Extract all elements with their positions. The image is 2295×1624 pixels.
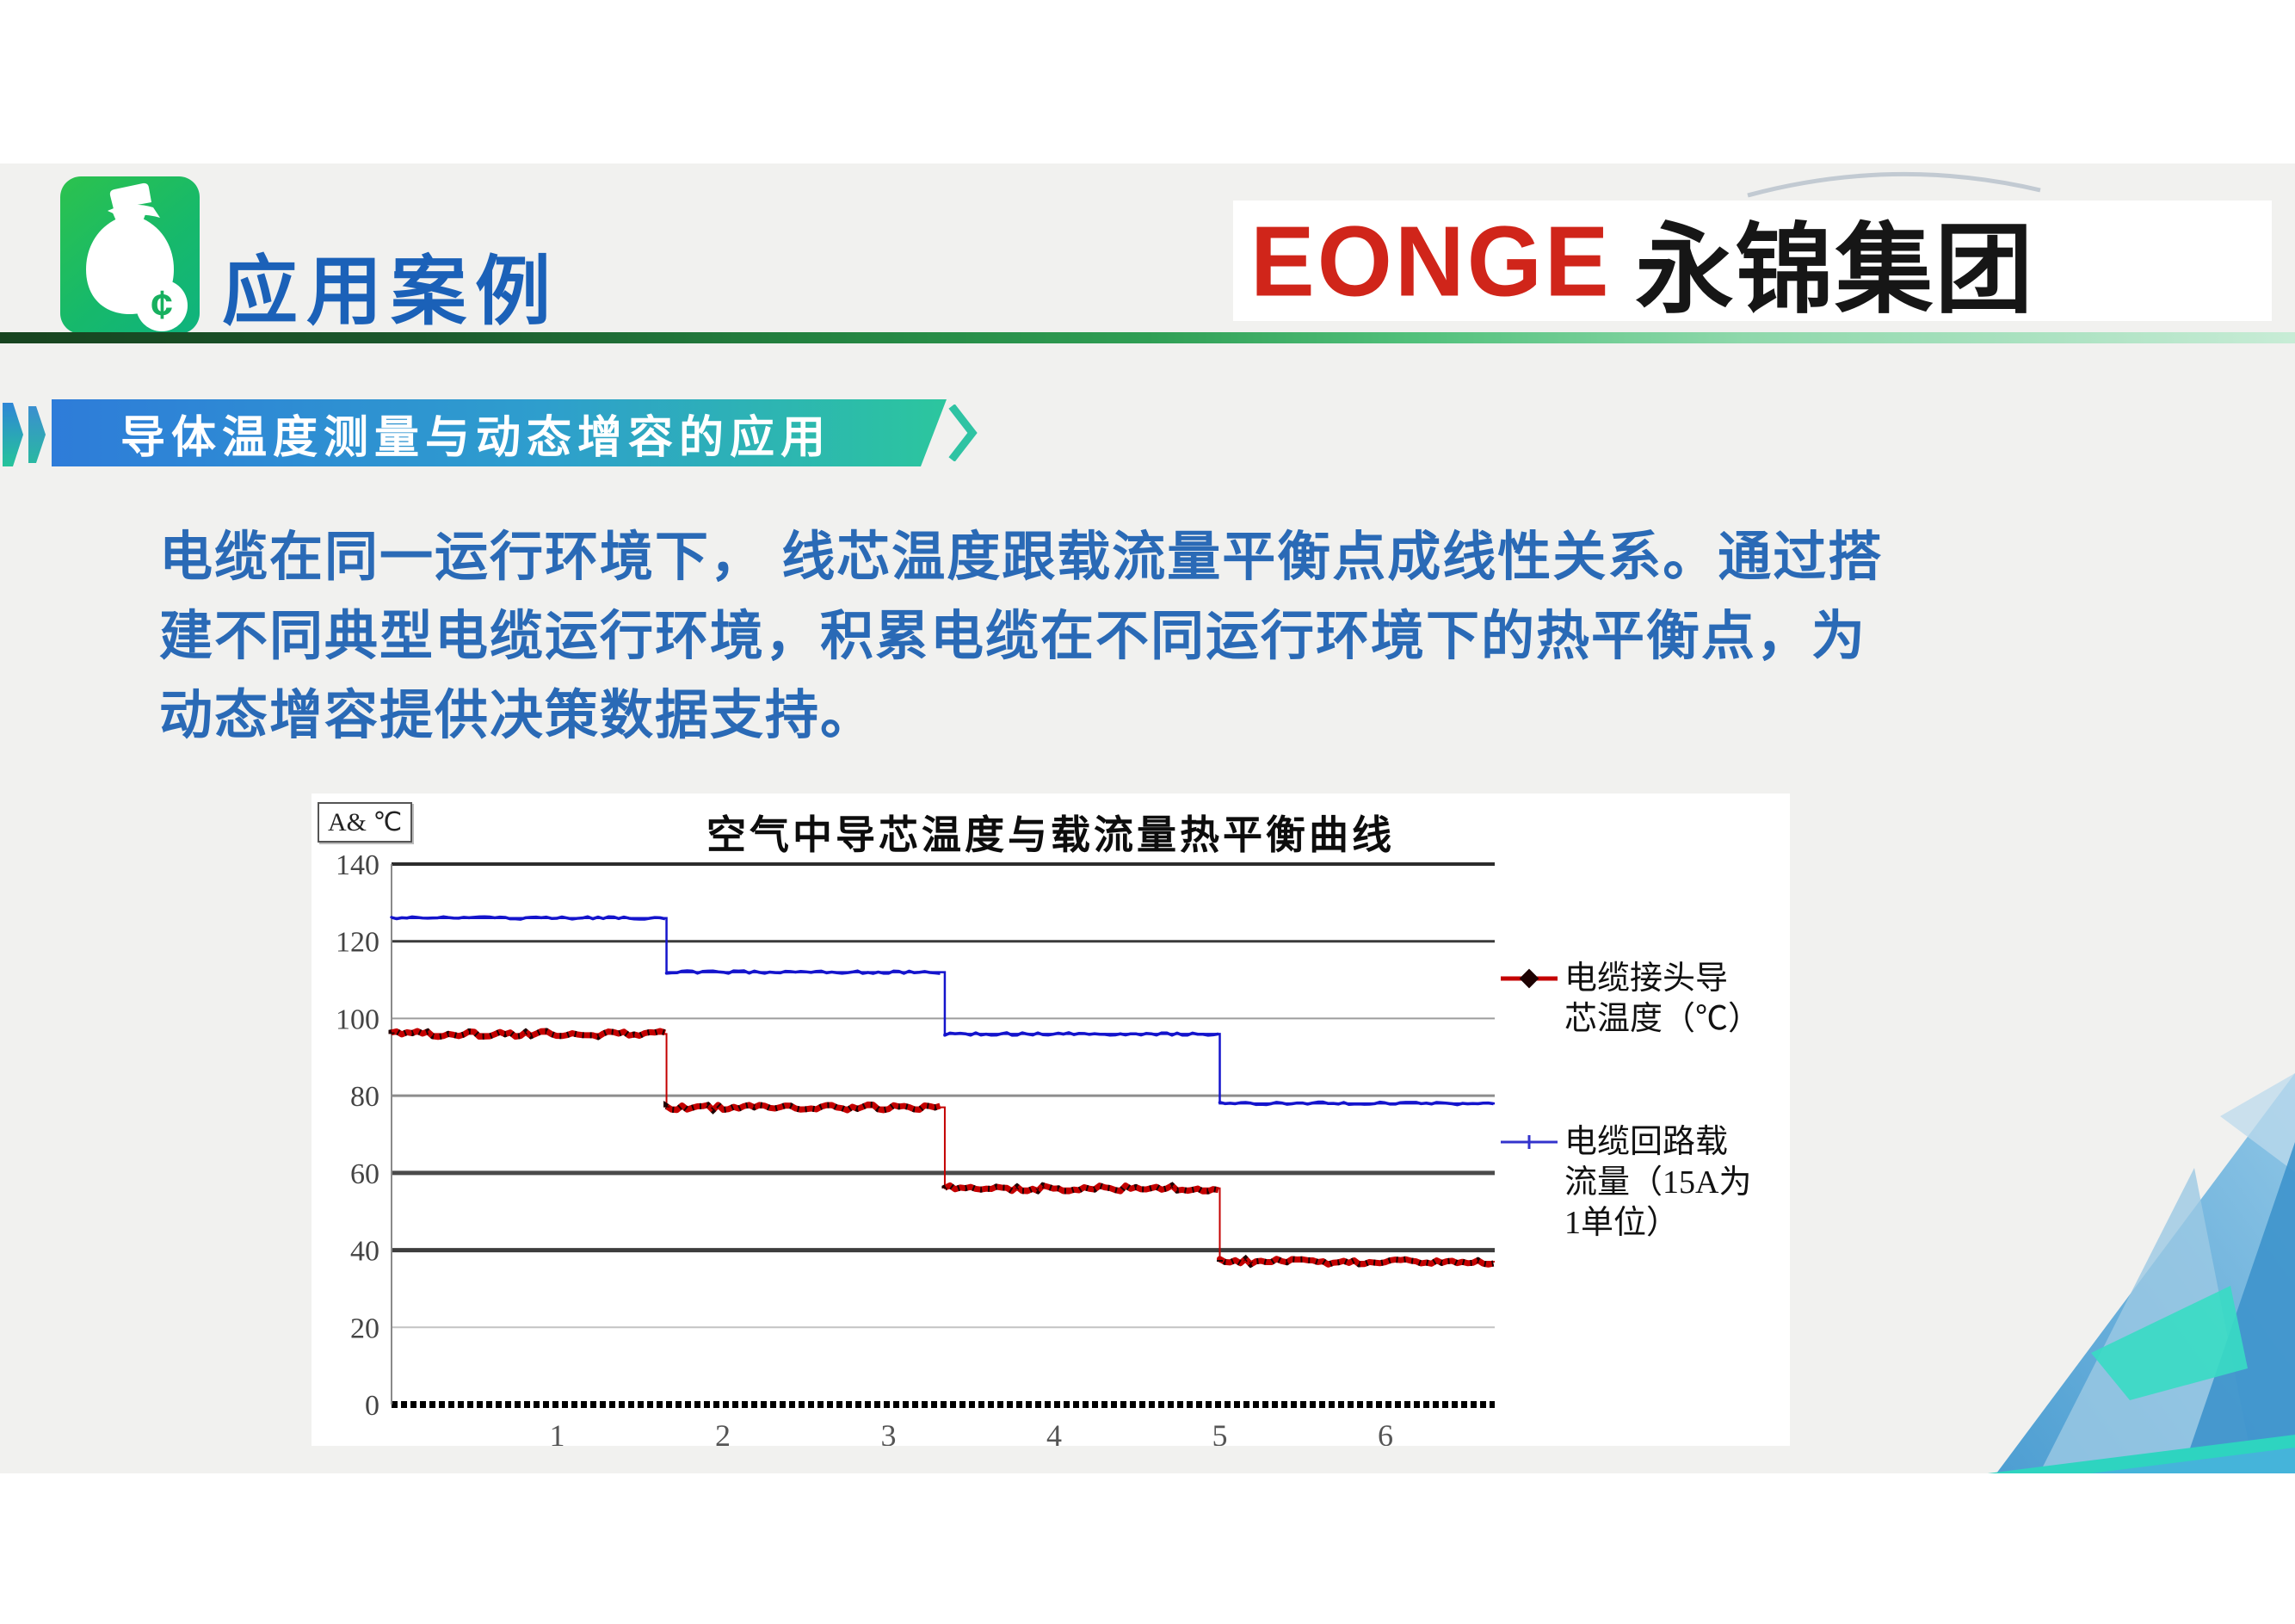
section-banner: 导体温度测量与动态增容的应用 [52,399,947,466]
legend-marker-blue-line-icon [1501,1135,1558,1149]
svg-text:60: 60 [350,1158,379,1190]
banner-trailing-chevron-icon [948,404,978,461]
svg-text:2: 2 [715,1418,731,1446]
paragraph-line: 动态增容提供决策数据支持。 [159,686,876,745]
legend-marker-red-diamond-icon [1501,968,1558,989]
svg-text:5: 5 [1212,1418,1228,1446]
chart-unit-box: A& ℃ [318,802,413,843]
svg-text:3: 3 [881,1418,897,1446]
svg-text:6: 6 [1378,1418,1393,1446]
svg-text:120: 120 [336,927,379,959]
logo-wordmark-latin: EONGE [1250,205,1612,317]
svg-text:¢: ¢ [151,282,173,327]
logo-wordmark-cjk: 永锦集团 [1636,171,2041,332]
legend-label-line: 电缆回路载 [1564,1124,1729,1160]
svg-text:20: 20 [350,1312,379,1344]
money-bag-icon: ¢ [60,176,200,334]
svg-text:4: 4 [1046,1418,1062,1446]
chart-title: 空气中导芯温度与载流量热平衡曲线 [706,813,1395,857]
chart-canvas: 0 20 40 60 80 100 120 140 1 2 3 4 5 6 [336,849,1496,1446]
company-logo: EONGE 永锦集团 [1233,171,2272,325]
svg-text:0: 0 [365,1390,379,1422]
svg-text:80: 80 [350,1081,379,1113]
svg-text:100: 100 [336,1003,379,1035]
legend-entry-temperature: 电缆接头导 芯温度（℃） [1501,959,1761,1040]
corner-triangles-decoration [1988,1073,2295,1473]
logo-arc-decoration [1746,171,2041,197]
svg-text:1: 1 [550,1418,565,1446]
legend-entry-load-current: 电缆回路载 流量（15A为 1单位） [1501,1122,1751,1244]
svg-text:140: 140 [336,849,379,881]
legend-label-line: 芯温度（℃） [1564,1001,1761,1037]
svg-text:40: 40 [350,1236,379,1268]
header-divider-bar [0,332,2295,343]
page-title: 应用案例 [222,251,560,335]
legend-label-line: 电缆接头导 [1564,960,1729,997]
paragraph-line: 电缆在同一运行环境下， 线芯温度跟载流量平衡点成线性关系。通过搭 [159,528,1884,587]
legend-label-line: 1单位） [1564,1205,1680,1241]
legend-label-line: 流量（15A为 [1564,1164,1752,1201]
paragraph-line: 建不同典型电缆运行环境，积累电缆在不同运行环境下的热平衡点，为 [159,607,1867,666]
section-banner-label: 导体温度测量与动态增容的应用 [120,412,832,463]
body-paragraph: 电缆在同一运行环境下， 线芯温度跟载流量平衡点成线性关系。通过搭 建不同典型电缆… [159,518,2104,756]
thermal-balance-chart: 空气中导芯温度与载流量热平衡曲线 A& ℃ 0 20 40 60 80 100 120 140… [312,793,1790,1446]
